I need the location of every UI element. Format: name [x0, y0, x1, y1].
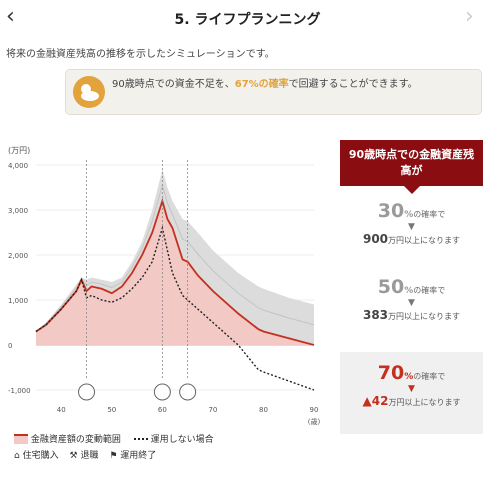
title-arrow [403, 186, 420, 194]
x-tick-label: 40 [57, 406, 66, 414]
down-triangle-icon: ▼ [408, 222, 415, 232]
x-tick-label: 90 [310, 406, 319, 414]
result-panel: 90歳時点での金融資産残高が 30%の確率で ▼ 900万円以上になります 50… [340, 140, 483, 434]
x-tick-label: 60 [158, 406, 167, 414]
x-tick-label: 50 [107, 406, 116, 414]
x-axis-label: (歳) [308, 417, 321, 426]
page-description: 将来の金融資産残高の推移を示したシミュレーションです。 [6, 49, 275, 60]
legend-band-label: 金融資産額の変動範囲 [30, 435, 121, 445]
y-tick-label: 4,000 [8, 162, 28, 170]
result-card-30: 30%の確率で ▼ 900万円以上になります [340, 194, 483, 276]
legend-dotted-label: 運用しない場合 [150, 435, 214, 445]
card-pct: 50 [377, 276, 405, 298]
x-tick-label: 70 [208, 406, 217, 414]
card-pct-rest: の確率で [413, 372, 446, 381]
legend-retire-label: 退職 [80, 451, 99, 461]
card-pct: 70 [377, 362, 405, 384]
card-amount-unit: 万円以上になります [388, 312, 461, 321]
card-pct-unit: % [404, 286, 414, 296]
x-tick-label: 80 [259, 406, 268, 414]
card-pct-rest: の確率で [413, 210, 446, 219]
back-chevron-icon[interactable]: ‹ [6, 4, 15, 29]
card-amount: ▲42 [362, 394, 389, 408]
probability-callout: 90歳時点での資金不足を、67%の確率で回避することができます。 [65, 69, 482, 115]
no-invest-line [35, 225, 315, 391]
asset-chart: (万円) -1,000 0 1,000 2,000 3,000 4,000 40 50 60 70 8… [8, 146, 321, 426]
retire-icon: ⚒ [69, 451, 78, 461]
card-amount-unit: 万円以上になります [388, 398, 461, 407]
retire-icon [153, 383, 171, 401]
forward-chevron-icon[interactable]: › [465, 4, 474, 29]
y-tick-label: -1,000 [8, 387, 31, 395]
card-amount-unit: 万円以上になります [388, 236, 461, 245]
legend-band-swatch [14, 433, 28, 444]
house-icon: ⌂ [14, 451, 20, 461]
legend-end-label: 運用終了 [120, 451, 157, 461]
range-band [36, 201, 314, 345]
y-tick-label: 0 [8, 342, 12, 350]
y-axis-label: (万円) [8, 146, 30, 155]
weather-sun-cloud-icon [73, 76, 105, 108]
chart-legend: 金融資産額の変動範囲 運用しない場合 [14, 432, 214, 445]
callout-text: 90歳時点での資金不足を、67%の確率で回避することができます。 [112, 79, 418, 90]
card-pct-rest: の確率で [413, 286, 446, 295]
legend-dotted-swatch [133, 437, 148, 440]
house-icon [78, 383, 96, 401]
event-legend: ⌂ 住宅購入 ⚒ 退職 ⚑ 運用終了 [14, 448, 156, 461]
result-card-70: 70%の確率で ▼ ▲42万円以上になります [340, 352, 483, 434]
header: ‹ 5. ライフプランニング › [0, 0, 495, 36]
card-amount: 900 [362, 232, 389, 246]
y-tick-label: 3,000 [8, 207, 28, 215]
down-triangle-icon: ▼ [408, 384, 415, 394]
flag-icon [179, 383, 197, 401]
card-pct-unit: % [404, 210, 414, 220]
y-tick-label: 2,000 [8, 252, 28, 260]
legend-house-label: 住宅購入 [22, 451, 59, 461]
result-panel-title: 90歳時点での金融資産残高が [340, 140, 483, 186]
card-pct-unit: % [404, 372, 414, 382]
y-tick-label: 1,000 [8, 297, 28, 305]
page-title: 5. ライフプランニング [174, 12, 321, 28]
down-triangle-icon: ▼ [408, 298, 415, 308]
card-pct: 30 [377, 200, 405, 222]
result-card-50: 50%の確率で ▼ 383万円以上になります [340, 276, 483, 352]
card-amount: 383 [362, 308, 389, 322]
upper-range-band [36, 169, 314, 345]
flag-icon: ⚑ [109, 451, 118, 461]
